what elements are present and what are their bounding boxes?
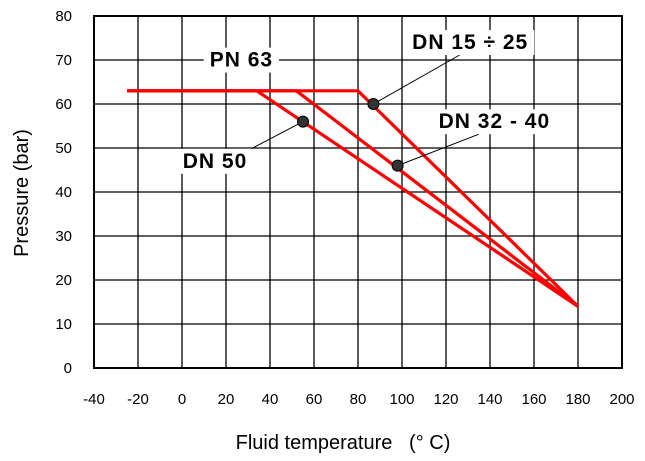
x-tick-label: 20 (218, 391, 235, 408)
x-tick-label: 200 (609, 391, 634, 408)
annotation-leader-line (373, 54, 460, 105)
x-tick-label: 0 (178, 391, 186, 408)
annotation-label-background (406, 30, 535, 55)
annotation-leader-line (250, 121, 304, 150)
annotation-marker (297, 115, 309, 128)
tick-labels: -40 -20 0 20 40 60 80 100 120 140 160 180 200 0 10 20 30… (55, 8, 634, 408)
annotation-label-background (203, 47, 280, 73)
y-tick-label: 70 (55, 52, 72, 69)
y-axis-label: Pressure (bar) (11, 129, 33, 257)
x-tick-label: 100 (389, 391, 414, 408)
annotation-label: DN 50 (183, 150, 248, 173)
x-tick-label: 160 (521, 391, 546, 408)
series-lines (127, 89, 580, 308)
x-tick-label: 40 (262, 391, 279, 408)
y-tick-label: 60 (55, 96, 72, 113)
y-tick-label: 50 (55, 140, 72, 157)
annotation-label: DN 15 ÷ 25 (412, 31, 528, 54)
y-tick-label: 40 (55, 184, 72, 201)
y-tick-label: 30 (55, 228, 72, 245)
annotation-label-background (176, 148, 254, 174)
series-line (127, 89, 579, 308)
x-tick-label: 120 (433, 391, 458, 408)
annotations: PN 63 DN 15 ÷ 25 DN 32 - 40 DN 50 (176, 30, 557, 174)
annotation-label: DN 32 - 40 (439, 110, 551, 133)
annotation-marker (391, 159, 404, 172)
plot-frame (93, 15, 623, 369)
x-tick-label: 60 (306, 391, 323, 408)
x-tick-label: -20 (127, 391, 149, 408)
x-tick-label: 140 (477, 391, 502, 408)
y-tick-label: 10 (55, 316, 72, 333)
grid-lines (93, 15, 623, 369)
y-tick-label: 0 (64, 360, 72, 377)
x-tick-label: 180 (565, 391, 590, 408)
annotation-marker (367, 98, 380, 110)
x-tick-label: -40 (83, 391, 105, 408)
annotation-label: PN 63 (210, 49, 273, 72)
y-tick-label: 80 (55, 8, 72, 25)
x-axis-label: Fluid temperature (° C) (236, 432, 451, 454)
annotation-leader-line (397, 133, 480, 167)
y-tick-label: 20 (55, 272, 72, 289)
annotation-label-background (432, 109, 557, 135)
x-tick-label: 80 (350, 391, 367, 408)
